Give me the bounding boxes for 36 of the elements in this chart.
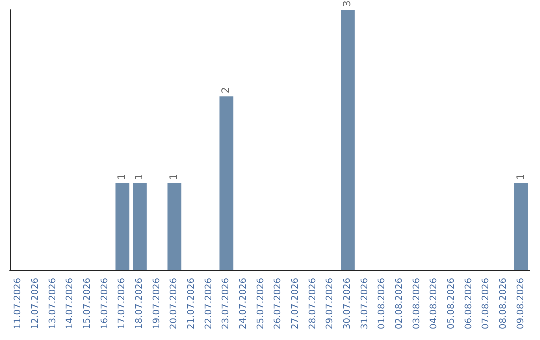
x-tick-label: 21.07.2026 (187, 278, 197, 330)
x-tick-label: 03.08.2026 (412, 278, 422, 330)
x-tick-label: 16.07.2026 (100, 278, 110, 330)
data-label: 2 (221, 87, 232, 94)
x-tick-label: 02.08.2026 (395, 278, 405, 330)
x-tick-label: 30.07.2026 (343, 278, 353, 330)
x-tick-label: 04.08.2026 (430, 278, 440, 330)
x-tick-label: 28.07.2026 (308, 278, 318, 330)
x-tick-label: 19.07.2026 (152, 278, 162, 330)
x-tick-label: 24.07.2026 (239, 278, 249, 330)
data-label: 1 (134, 174, 146, 180)
x-tick-label: 13.07.2026 (48, 278, 58, 330)
x-tick-label: 09.08.2026 (516, 278, 526, 330)
x-tick-label: 15.07.2026 (83, 278, 93, 330)
x-tick-label: 22.07.2026 (204, 278, 214, 330)
x-tick-label: 12.07.2026 (31, 278, 41, 330)
x-tick-label: 08.08.2026 (499, 278, 509, 330)
x-tick-label: 27.07.2026 (291, 278, 301, 330)
x-tick-label: 18.07.2026 (135, 278, 145, 330)
x-tick-label: 06.08.2026 (464, 278, 474, 330)
x-tick-label: 07.08.2026 (482, 278, 492, 330)
x-tick-label: 31.07.2026 (360, 278, 370, 330)
x-tick-label: 20.07.2026 (170, 278, 180, 330)
data-label: 1 (516, 174, 527, 180)
x-tick-label: 01.08.2026 (378, 278, 388, 330)
x-tick-label: 17.07.2026 (118, 278, 128, 330)
x-tick-label: 29.07.2026 (326, 278, 336, 330)
x-tick-label: 26.07.2026 (274, 278, 284, 330)
x-tick-label: 11.07.2026 (14, 278, 24, 330)
data-label: 1 (169, 174, 180, 180)
data-label: 3 (342, 0, 354, 7)
x-tick-label: 14.07.2026 (66, 278, 76, 330)
x-tick-label: 05.08.2026 (447, 278, 457, 330)
x-tick-label: 25.07.2026 (256, 278, 266, 330)
data-label: 1 (117, 174, 128, 180)
x-tick-label: 23.07.2026 (222, 278, 232, 330)
